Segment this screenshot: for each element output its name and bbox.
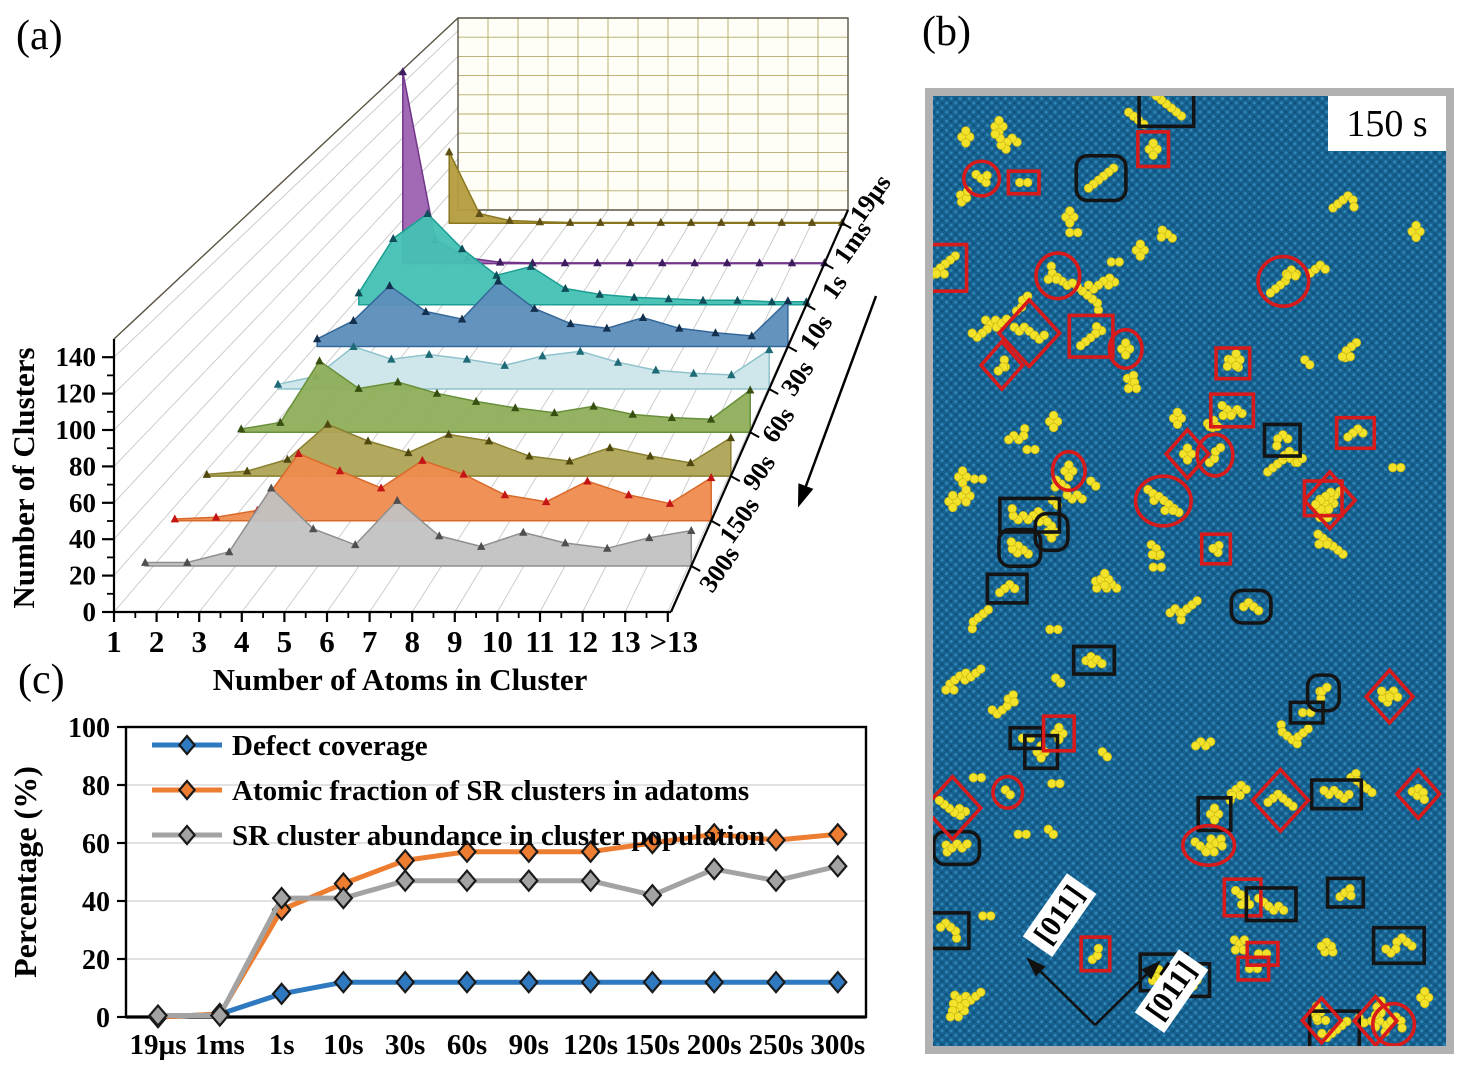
svg-text:Number of Clusters: Number of Clusters [6,347,41,608]
svg-text:1s: 1s [816,269,853,305]
svg-text:1ms: 1ms [195,1029,245,1061]
svg-text:200s: 200s [687,1029,742,1061]
time-badge: 150 s [1328,96,1446,151]
svg-text:90s: 90s [737,449,781,495]
svg-text:40: 40 [69,524,96,554]
direction-arrows [1026,957,1161,1026]
svg-text:120: 120 [56,379,97,409]
svg-text:100: 100 [56,415,97,445]
svg-text:140: 140 [56,342,97,372]
svg-text:13: 13 [610,624,641,659]
series-defect-coverage [148,970,848,1029]
svg-text:6: 6 [319,624,335,659]
legend: Defect coverage Atomic fraction of SR clu… [152,730,765,852]
svg-text:Defect coverage: Defect coverage [232,730,428,762]
svg-text:60s: 60s [447,1029,487,1061]
svg-text:Atomic fraction of SR clusters: Atomic fraction of SR clusters in adatom… [232,775,749,807]
svg-text:20: 20 [69,561,96,591]
svg-text:10: 10 [482,624,513,659]
svg-text:8: 8 [404,624,420,659]
series-sr-cluster-abundance-in-cluster-population [148,854,848,1028]
ridge-90s [202,419,736,478]
svg-text:1: 1 [106,624,122,659]
svg-text:300s: 300s [810,1029,865,1061]
y-axis: 0 20 40 60 80 100 120 140 Number of Clusters [6,339,116,627]
svg-text:Number of Atoms in Cluster: Number of Atoms in Cluster [213,662,588,697]
annotations [933,96,1442,1046]
svg-text:0: 0 [96,1003,110,1034]
ridge-10s [313,276,793,348]
svg-text:40: 40 [82,887,110,918]
series-atomic-fraction-of-sr-clusters-in-adatoms [148,822,848,1029]
ridge-60s [237,356,755,433]
gridlines [126,784,866,960]
back-wall [113,17,849,340]
percentage-line-chart: 0 20 40 60 80 100 Percentage (%) 19µs 1ms 1s 10s 30… [7,713,868,1061]
svg-text:Percentage (%): Percentage (%) [7,766,43,978]
svg-text:1s: 1s [269,1029,295,1061]
svg-text:2: 2 [149,624,165,659]
ridge-150s [170,449,716,523]
ridge-30s [273,342,774,390]
svg-text:7: 7 [362,624,378,659]
svg-text:60: 60 [69,488,96,518]
x-axis: 19µs 1ms 1s 10s 30s 60s 90s 120s 150s 200s 250s 300… [130,1029,866,1061]
svg-text:30s: 30s [385,1029,425,1061]
svg-text:20: 20 [82,945,110,976]
svg-text:250s: 250s [749,1029,804,1061]
svg-text:>13: >13 [649,624,698,659]
svg-text:150s: 150s [625,1029,680,1061]
simulation-lattice [933,96,1446,1046]
svg-text:11: 11 [525,624,554,659]
svg-text:SR cluster abundance in cluste: SR cluster abundance in cluster populati… [232,820,765,852]
ridge-300s [141,483,696,567]
svg-text:12: 12 [567,624,598,659]
svg-text:9: 9 [447,624,463,659]
svg-text:60s: 60s [756,402,800,448]
substrate [933,96,1446,1046]
svg-text:0: 0 [83,597,97,627]
svg-text:4: 4 [234,624,250,659]
svg-text:3: 3 [191,624,207,659]
svg-text:80: 80 [69,451,96,481]
simulation-snapshot: 150 s [011] [011] [925,88,1454,1054]
svg-text:5: 5 [277,624,293,659]
svg-text:90s: 90s [509,1029,549,1061]
svg-text:300s: 300s [693,541,745,598]
ridges [141,67,847,567]
svg-text:120s: 120s [563,1029,618,1061]
y-axis: 0 20 40 60 80 100 Percentage (%) [7,713,126,1034]
panel-b-label: (b) [922,9,971,55]
svg-text:80: 80 [82,771,110,802]
svg-text:60: 60 [82,829,110,860]
svg-text:100: 100 [68,713,110,744]
panel-c-label: (c) [18,657,65,703]
svg-text:10s: 10s [323,1029,363,1061]
svg-text:19µs: 19µs [130,1029,187,1061]
time-arrow [797,295,878,508]
plot-box [124,725,868,1019]
panel-a-label: (a) [16,13,63,59]
